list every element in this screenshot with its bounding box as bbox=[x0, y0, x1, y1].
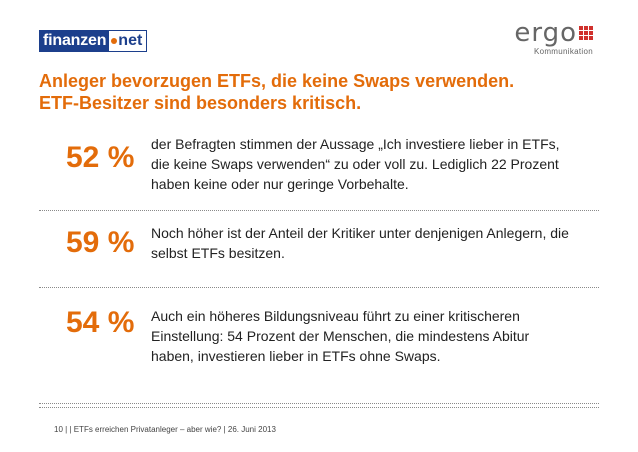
stat-percent: 52 % bbox=[66, 141, 135, 174]
logo-dot-icon bbox=[111, 38, 118, 44]
footer-text: 10 | | ETFs erreichen Privatanleger – ab… bbox=[54, 425, 276, 434]
divider bbox=[39, 210, 599, 211]
slide-title: Anleger bevorzugen ETFs, die keine Swaps… bbox=[39, 71, 515, 113]
finanzen-net-logo: finanzen net bbox=[39, 30, 148, 52]
stat-percent: 54 % bbox=[66, 306, 135, 339]
ergo-word: ergo bbox=[514, 18, 577, 48]
footer-divider bbox=[39, 407, 599, 408]
stat-percent: 59 % bbox=[66, 226, 135, 259]
logo-tld-box: net bbox=[109, 30, 148, 52]
footer-divider bbox=[39, 403, 599, 404]
ergo-logo: ergo Kommunikation bbox=[501, 20, 593, 56]
ergo-subtitle: Kommunikation bbox=[533, 47, 593, 56]
divider bbox=[39, 287, 599, 288]
stat-text: der Befragten stimmen der Aussage „Ich i… bbox=[151, 136, 560, 192]
ergo-wordmark: ergo bbox=[514, 20, 593, 46]
logo-brand: finanzen bbox=[39, 30, 110, 52]
logo-tld: net bbox=[118, 32, 143, 49]
stat-text: Noch höher ist der Anteil der Kritiker u… bbox=[151, 225, 569, 261]
stat-text: Auch ein höheres Bildungsniveau führt zu… bbox=[151, 308, 530, 364]
ergo-grid-icon bbox=[579, 26, 593, 40]
